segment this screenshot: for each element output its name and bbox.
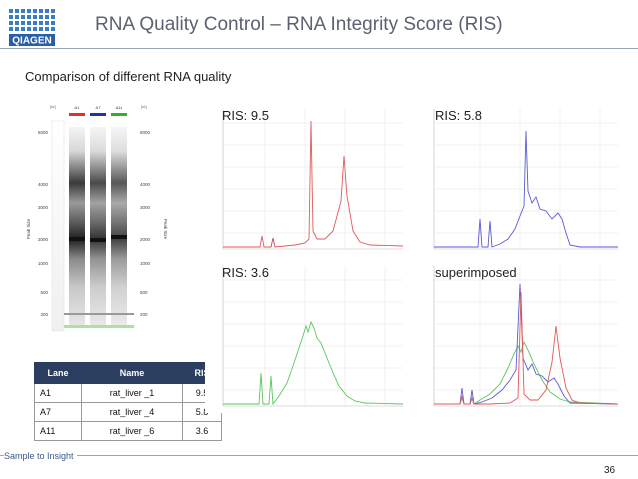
right-tick: 6000: [140, 130, 151, 135]
cell-ris: 3.6: [182, 421, 222, 441]
gel-lane-a1: A1: [69, 105, 85, 327]
panel-grid: [223, 109, 403, 249]
lane-label-a7: A7: [96, 105, 102, 110]
col-header-name: Name: [81, 362, 183, 384]
cell-lane: A11: [34, 421, 82, 441]
trace-green: [223, 320, 404, 406]
table-row: A11 rat_liver _6 3.6: [34, 421, 222, 441]
panel-label-superimposed: superimposed: [435, 265, 517, 280]
gel-lane-a7: A7: [90, 105, 106, 327]
gel-lane-a11: A11: [111, 105, 127, 327]
electropherogram-ris-9-5: RIS: 9.5: [205, 101, 410, 256]
lane-label-a1: A1: [75, 105, 81, 110]
page-number: 36: [604, 465, 616, 476]
panel-grid: [434, 109, 618, 249]
left-tick: 1000: [38, 261, 49, 266]
lane-label-a11: A11: [116, 105, 124, 110]
right-tick: 500: [140, 290, 148, 295]
cell-lane: A1: [34, 383, 82, 403]
logo-wordmark: QIAGEN: [12, 36, 51, 47]
lane-marker-a7: [90, 113, 106, 116]
title-divider: [0, 48, 638, 49]
lane-marker-a11: [111, 113, 127, 116]
footer-divider: [0, 455, 638, 456]
left-tick: 200: [40, 312, 48, 317]
left-axis-label: Peak Size: [26, 218, 31, 239]
trace-blue: [434, 130, 618, 248]
left-tick: 500: [40, 290, 48, 295]
svg-text:[nt]: [nt]: [50, 104, 56, 109]
ris-table: Lane Name RIS A1 rat_liver _1 9.5 A7 rat…: [34, 362, 222, 441]
qiagen-logo: QIAGEN: [9, 9, 55, 47]
left-tick: 6000: [38, 130, 49, 135]
right-axis-label: Peak Size: [163, 219, 168, 240]
svg-text:[nt]: [nt]: [141, 104, 147, 109]
table-row: A7 rat_liver _4 5.8: [34, 402, 222, 422]
panel-label-ris-3-6: RIS: 3.6: [222, 265, 269, 280]
panel-label-ris-5-8: RIS: 5.8: [435, 108, 482, 123]
right-tick: 4000: [140, 182, 151, 187]
table-row: A1 rat_liver _1 9.5: [34, 383, 222, 403]
right-ticks: 6000 4000 3000 2000 1000 500 200: [140, 130, 151, 317]
electropherogram-ris-3-6: RIS: 3.6: [205, 258, 410, 413]
lane-marker-a1: [69, 113, 85, 116]
left-tick: 3000: [38, 205, 49, 210]
right-tick: 2000: [140, 237, 151, 242]
panel-label-ris-9-5: RIS: 9.5: [222, 108, 269, 123]
left-tick: 2000: [38, 237, 49, 242]
table-header-row: Lane Name RIS: [34, 362, 222, 384]
cell-lane: A7: [34, 402, 82, 422]
right-tick: 1000: [140, 261, 151, 266]
electropherogram-ris-5-8: RIS: 5.8: [420, 101, 625, 256]
trace-red-overlay: [434, 291, 619, 405]
footer-tagline: Sample to Insight: [4, 451, 77, 461]
left-tick: 4000: [38, 182, 49, 187]
slide-title: RNA Quality Control – RNA Integrity Scor…: [95, 14, 503, 35]
cell-name: rat_liver _6: [81, 421, 183, 441]
cell-name: rat_liver _1: [81, 383, 183, 403]
right-tick: 3000: [140, 205, 151, 210]
left-ticks: 6000 4000 3000 2000 1000 500 200: [38, 130, 49, 317]
slide-subtitle: Comparison of different RNA quality: [25, 69, 232, 84]
col-header-lane: Lane: [34, 362, 82, 384]
panel-grid: [223, 266, 403, 406]
electropherogram-superimposed: superimposed: [420, 258, 625, 413]
gel-image: [nt] [nt] A1 A7 A11 6000 4000 3000 2000 …: [24, 99, 194, 349]
trace-red: [223, 120, 404, 248]
right-tick: 200: [140, 312, 148, 317]
cell-name: rat_liver _4: [81, 402, 183, 422]
